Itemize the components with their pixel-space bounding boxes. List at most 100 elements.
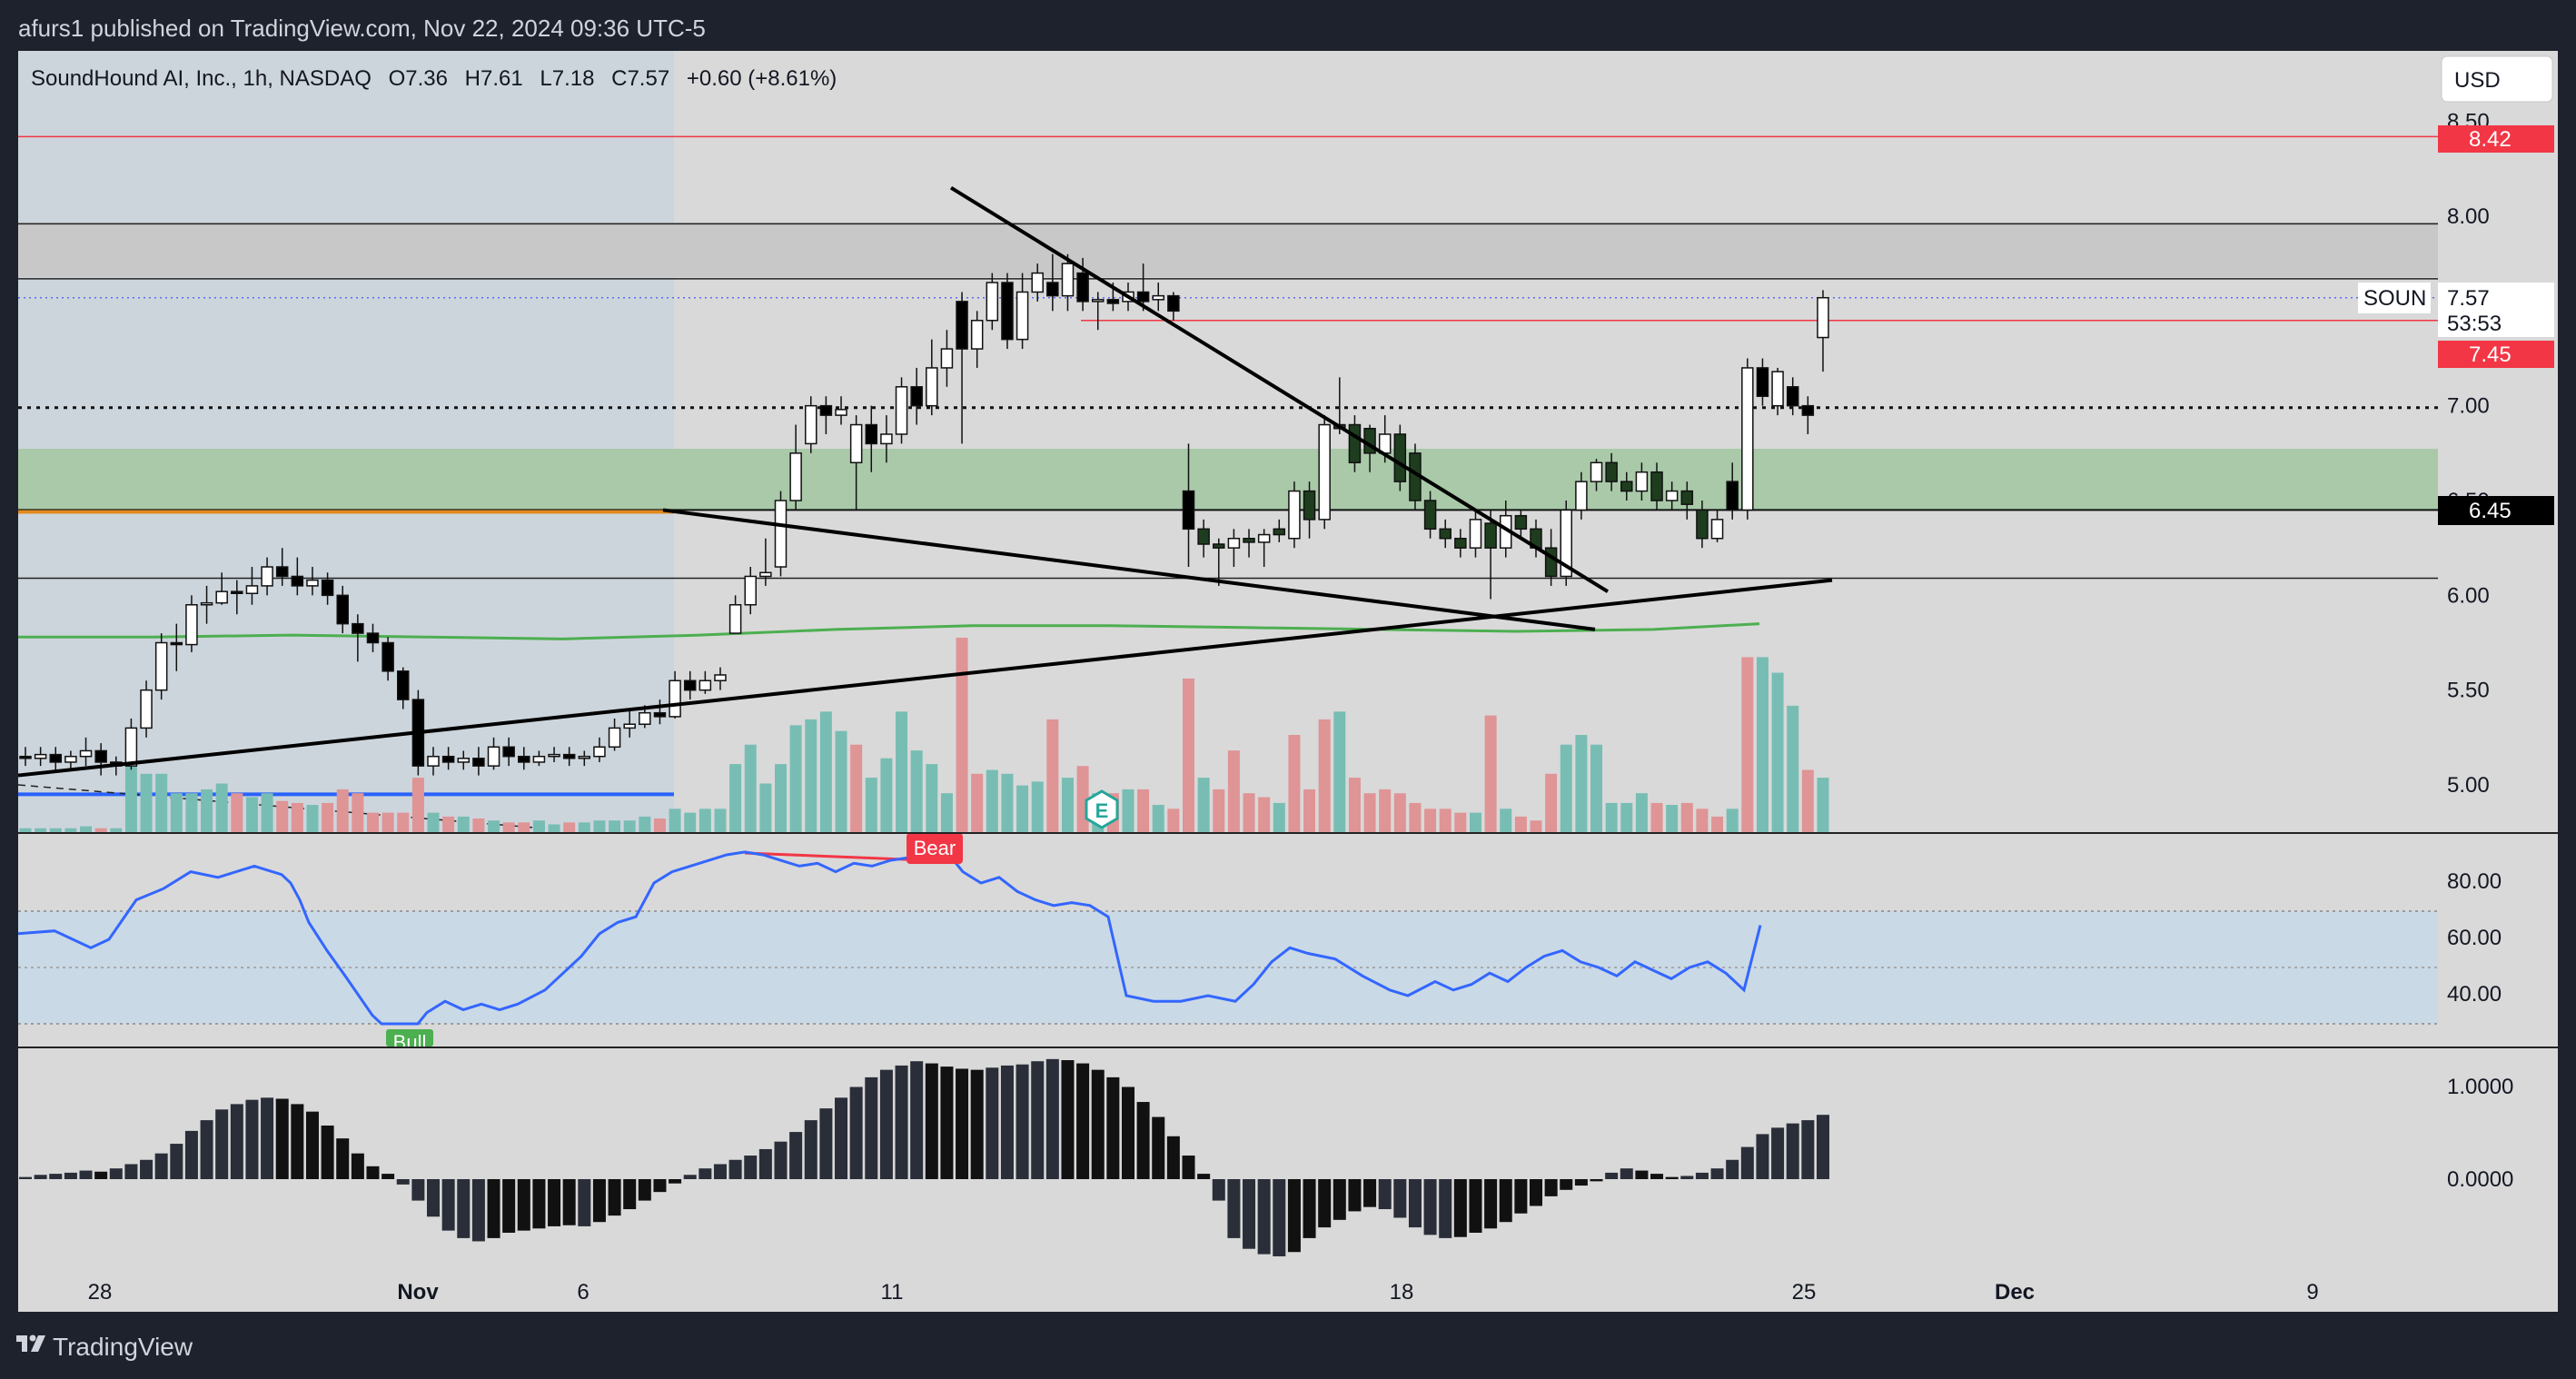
legend-h: 7.61 [481, 66, 523, 91]
bull-label: Bull [393, 1031, 427, 1054]
candle-body [910, 386, 923, 407]
osc-bar [1287, 1179, 1301, 1253]
candle-body [1076, 272, 1089, 303]
osc-bar [291, 1104, 304, 1179]
candle-body [970, 320, 984, 350]
candle-body [940, 348, 954, 369]
rsi-path [17, 848, 1762, 1026]
volume-bar [729, 764, 742, 832]
osc-bar [1393, 1179, 1407, 1218]
volume-bar [1500, 809, 1512, 832]
volume-bar [472, 818, 485, 832]
time-label: 25 [1792, 1280, 1817, 1305]
candle-body [1303, 490, 1316, 521]
candle-body [1756, 367, 1769, 397]
volume-bar [1439, 809, 1451, 832]
svg-text:SoundHound AI, Inc., 1h, NASDA: SoundHound AI, Inc., 1h, NASDAQ O7.36 H7… [31, 66, 837, 91]
volume-bar [1318, 719, 1331, 832]
volume-bar [366, 812, 379, 832]
candle-body [593, 746, 606, 758]
candle-body [306, 579, 319, 587]
osc-tick: 0.0000 [2447, 1167, 2513, 1192]
legend-symbol: SoundHound AI, Inc., 1h, NASDAQ [31, 66, 372, 91]
currency-button[interactable]: USD [2441, 55, 2553, 103]
tradingview-logo[interactable]: TradingView [16, 1333, 193, 1361]
volume-bar [201, 789, 213, 832]
osc-bar [532, 1179, 546, 1229]
osc-bar [1635, 1170, 1649, 1179]
price-axis-ticks: 8.508.007.507.006.506.005.505.00 [2447, 110, 2490, 798]
volume-bar [1152, 805, 1164, 832]
earnings-marker[interactable]: E [1085, 789, 1119, 829]
osc-axis-ticks: 1.0000 0.0000 [2447, 1075, 2513, 1192]
volume-bar [1213, 789, 1225, 832]
volume-bar [1620, 802, 1633, 832]
trendlines [17, 185, 1833, 778]
candle-body [170, 641, 183, 646]
osc-bar [1771, 1127, 1785, 1179]
osc-bar [835, 1097, 848, 1179]
candle-body [1243, 537, 1255, 543]
osc-bar [910, 1061, 924, 1179]
bear-marker[interactable]: Bear [907, 833, 963, 864]
osc-bar [970, 1069, 984, 1179]
candle-body [336, 594, 349, 625]
volume-bar [170, 793, 183, 832]
candle-body [1786, 386, 1799, 407]
volume-bar [956, 638, 968, 832]
volume-bar [276, 800, 289, 832]
candle-body [1710, 519, 1724, 540]
volume-bar [639, 816, 651, 832]
time-axis[interactable]: 28 Nov 6 11 18 25 Dec 9 [88, 1280, 2319, 1305]
volume-bar [140, 773, 153, 832]
tag-countdown: 53:53 [2447, 312, 2502, 336]
volume-bar [940, 793, 953, 832]
candle-body [49, 753, 63, 763]
volume-bar [759, 783, 772, 832]
osc-bar [1243, 1179, 1256, 1249]
legend-c-label: C [611, 66, 627, 91]
osc-bar [411, 1179, 425, 1201]
rsi-tick: 40.00 [2447, 982, 2502, 1007]
bull-marker[interactable]: Bull [386, 1029, 433, 1054]
candle-body [1665, 490, 1679, 501]
osc-bar [1045, 1058, 1059, 1179]
legend-change: +0.60 (+8.61%) [687, 66, 837, 91]
osc-bar [683, 1175, 697, 1179]
osc-bar [940, 1066, 954, 1179]
osc-bar [1560, 1179, 1573, 1190]
osc-bar [562, 1179, 576, 1225]
osc-bar [441, 1179, 455, 1231]
osc-bar [1212, 1179, 1225, 1201]
volume-bar [865, 778, 877, 832]
volume-bar [684, 812, 697, 832]
price-pane[interactable]: 8.508.007.507.006.506.005.505.00 E [17, 51, 2558, 832]
candle-body [1817, 296, 1829, 339]
candle-body [200, 601, 213, 606]
osc-bar [986, 1067, 999, 1179]
osc-bar [1680, 1176, 1694, 1179]
candle-body [805, 404, 817, 445]
osc-bar [1453, 1179, 1467, 1237]
candle-body [1605, 461, 1618, 482]
candle-body [849, 423, 863, 464]
osc-bar [1816, 1115, 1829, 1179]
osc-bar [592, 1179, 606, 1223]
osc-bar [64, 1172, 77, 1179]
volume-bar [261, 793, 273, 832]
osc-bar [109, 1168, 123, 1179]
osc-bar [154, 1153, 168, 1179]
oscillator-pane[interactable]: 1.0000 0.0000 [18, 1048, 2558, 1312]
published-header: afurs1 published on TradingView.com, Nov… [18, 15, 706, 42]
candle-body [352, 622, 364, 634]
rsi-pane[interactable]: 80.00 60.00 40.00 Bear Bull [17, 833, 2558, 1054]
osc-bar [275, 1098, 289, 1179]
legend-o: 7.36 [405, 66, 448, 91]
time-label: Nov [397, 1280, 439, 1305]
volume-bar [110, 828, 123, 832]
candle-body [1167, 294, 1180, 313]
volume-bar [49, 828, 62, 832]
volume-bar [1001, 773, 1014, 832]
volume-bar [880, 758, 893, 832]
